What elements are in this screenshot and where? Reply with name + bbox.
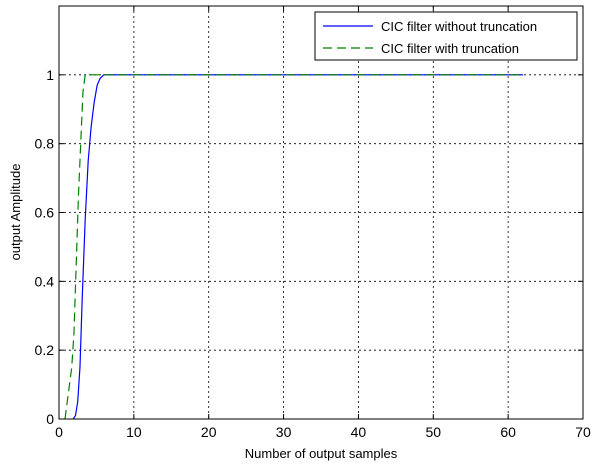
x-axis-label: Number of output samples <box>245 446 398 461</box>
x-tick-label: 30 <box>276 424 292 440</box>
x-tick-label: 20 <box>201 424 217 440</box>
legend-label-without-truncation: CIC filter without truncation <box>381 19 537 34</box>
y-tick-label: 0.6 <box>35 205 55 221</box>
x-tick-label: 60 <box>500 424 516 440</box>
x-tick-label: 70 <box>575 424 591 440</box>
y-tick-label: 0.4 <box>35 273 55 289</box>
x-tick-label: 40 <box>351 424 367 440</box>
legend-label-with-truncation: CIC filter with truncation <box>381 41 519 56</box>
y-tick-label: 0 <box>46 411 54 427</box>
y-tick-label: 0.2 <box>35 342 55 358</box>
x-tick-label: 10 <box>126 424 142 440</box>
grid-lines <box>59 6 583 419</box>
y-tick-label: 1 <box>46 67 54 83</box>
y-axis-label: output Amplitude <box>8 164 23 261</box>
legend: CIC filter without truncation CIC filter… <box>314 11 578 61</box>
x-tick-label: 50 <box>425 424 441 440</box>
series-layer <box>64 74 524 420</box>
x-tick-label: 0 <box>55 424 63 440</box>
series-line-0 <box>72 74 524 420</box>
axis-ticks: 0 10 20 30 40 50 60 70 0 0.2 0.4 0.6 0.8 1 <box>35 6 591 440</box>
legend-box <box>314 11 578 61</box>
series-line-1 <box>64 74 524 420</box>
y-tick-label: 0.8 <box>35 136 55 152</box>
